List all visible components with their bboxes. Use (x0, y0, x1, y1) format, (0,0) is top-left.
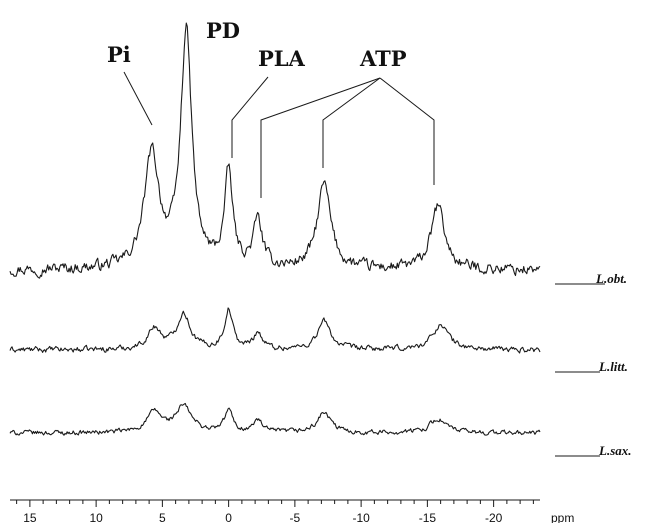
x-axis-tick-label: 5 (159, 511, 166, 523)
spectrum-trace-lobt (9, 22, 541, 279)
spectrum-traces (9, 22, 541, 436)
x-axis-tick-label: 0 (225, 511, 232, 523)
species-label-l-sax: L.sax. (598, 443, 632, 458)
x-axis-tick-label: 15 (23, 511, 37, 523)
species-label-l-obt: L.obt. (595, 271, 627, 286)
leader-atp-3 (379, 77, 435, 185)
leader-atp-1 (260, 77, 381, 198)
x-axis-tick-label: -15 (419, 511, 437, 523)
x-axis-tick-label: -10 (352, 511, 370, 523)
leader-atp-2 (322, 77, 381, 168)
x-axis-minor-ticks (16, 500, 534, 507)
x-axis-tick-label: -5 (290, 511, 301, 523)
spectrum-trace-lsax (9, 402, 541, 436)
leader-pi (123, 71, 153, 126)
peak-label-pd: PD (206, 18, 240, 43)
x-axis-tick-label: -20 (485, 511, 503, 523)
spectrum-trace-llitt (9, 307, 541, 354)
peak-label-atp: ATP (359, 46, 407, 71)
leader-pla (231, 76, 269, 158)
x-axis-tick-label: 10 (89, 511, 103, 523)
x-axis-unit-label: ppm (551, 511, 574, 523)
peak-leader-lines (123, 71, 435, 198)
peak-label-pi: Pi (107, 42, 131, 67)
species-label-l-litt: L.litt. (598, 359, 628, 374)
x-axis-major-ticks: 15 10 5 0 -5 -10 -15 -20 (23, 511, 502, 523)
peak-label-pla: PLA (258, 46, 306, 71)
